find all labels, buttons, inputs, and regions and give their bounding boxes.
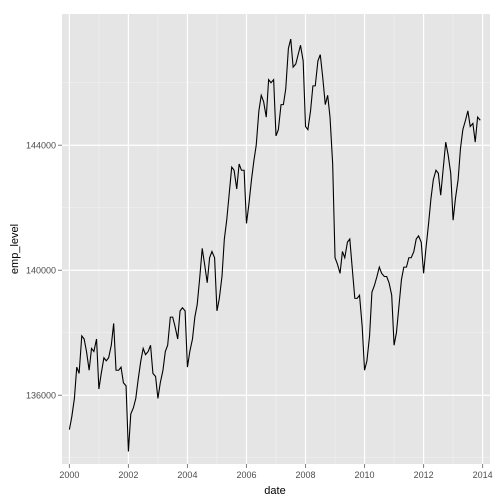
x-axis-title: date	[264, 485, 285, 497]
y-tick-label: 136000	[26, 390, 56, 400]
x-tick-label: 2000	[59, 470, 79, 480]
minor-gridlines	[62, 14, 490, 464]
x-tick-label: 2008	[296, 470, 316, 480]
x-tick-label: 2014	[473, 470, 493, 480]
x-tick-label: 2002	[118, 470, 138, 480]
series-line	[68, 38, 481, 452]
x-tick-label: 2004	[177, 470, 197, 480]
major-gridlines	[62, 14, 490, 464]
x-tick-labels: 2000 2002 2004 2006 2008 2010 2012 2014	[59, 470, 492, 480]
x-tick-label: 2012	[414, 470, 434, 480]
y-tick-label: 144000	[26, 140, 56, 150]
x-tick-label: 2010	[355, 470, 375, 480]
y-tick-label: 140000	[26, 265, 56, 275]
y-tick-labels: 136000 140000 144000	[26, 140, 56, 400]
x-tick-label: 2006	[236, 470, 256, 480]
y-axis-title: emp_level	[9, 224, 21, 274]
axis-ticks	[58, 144, 484, 468]
